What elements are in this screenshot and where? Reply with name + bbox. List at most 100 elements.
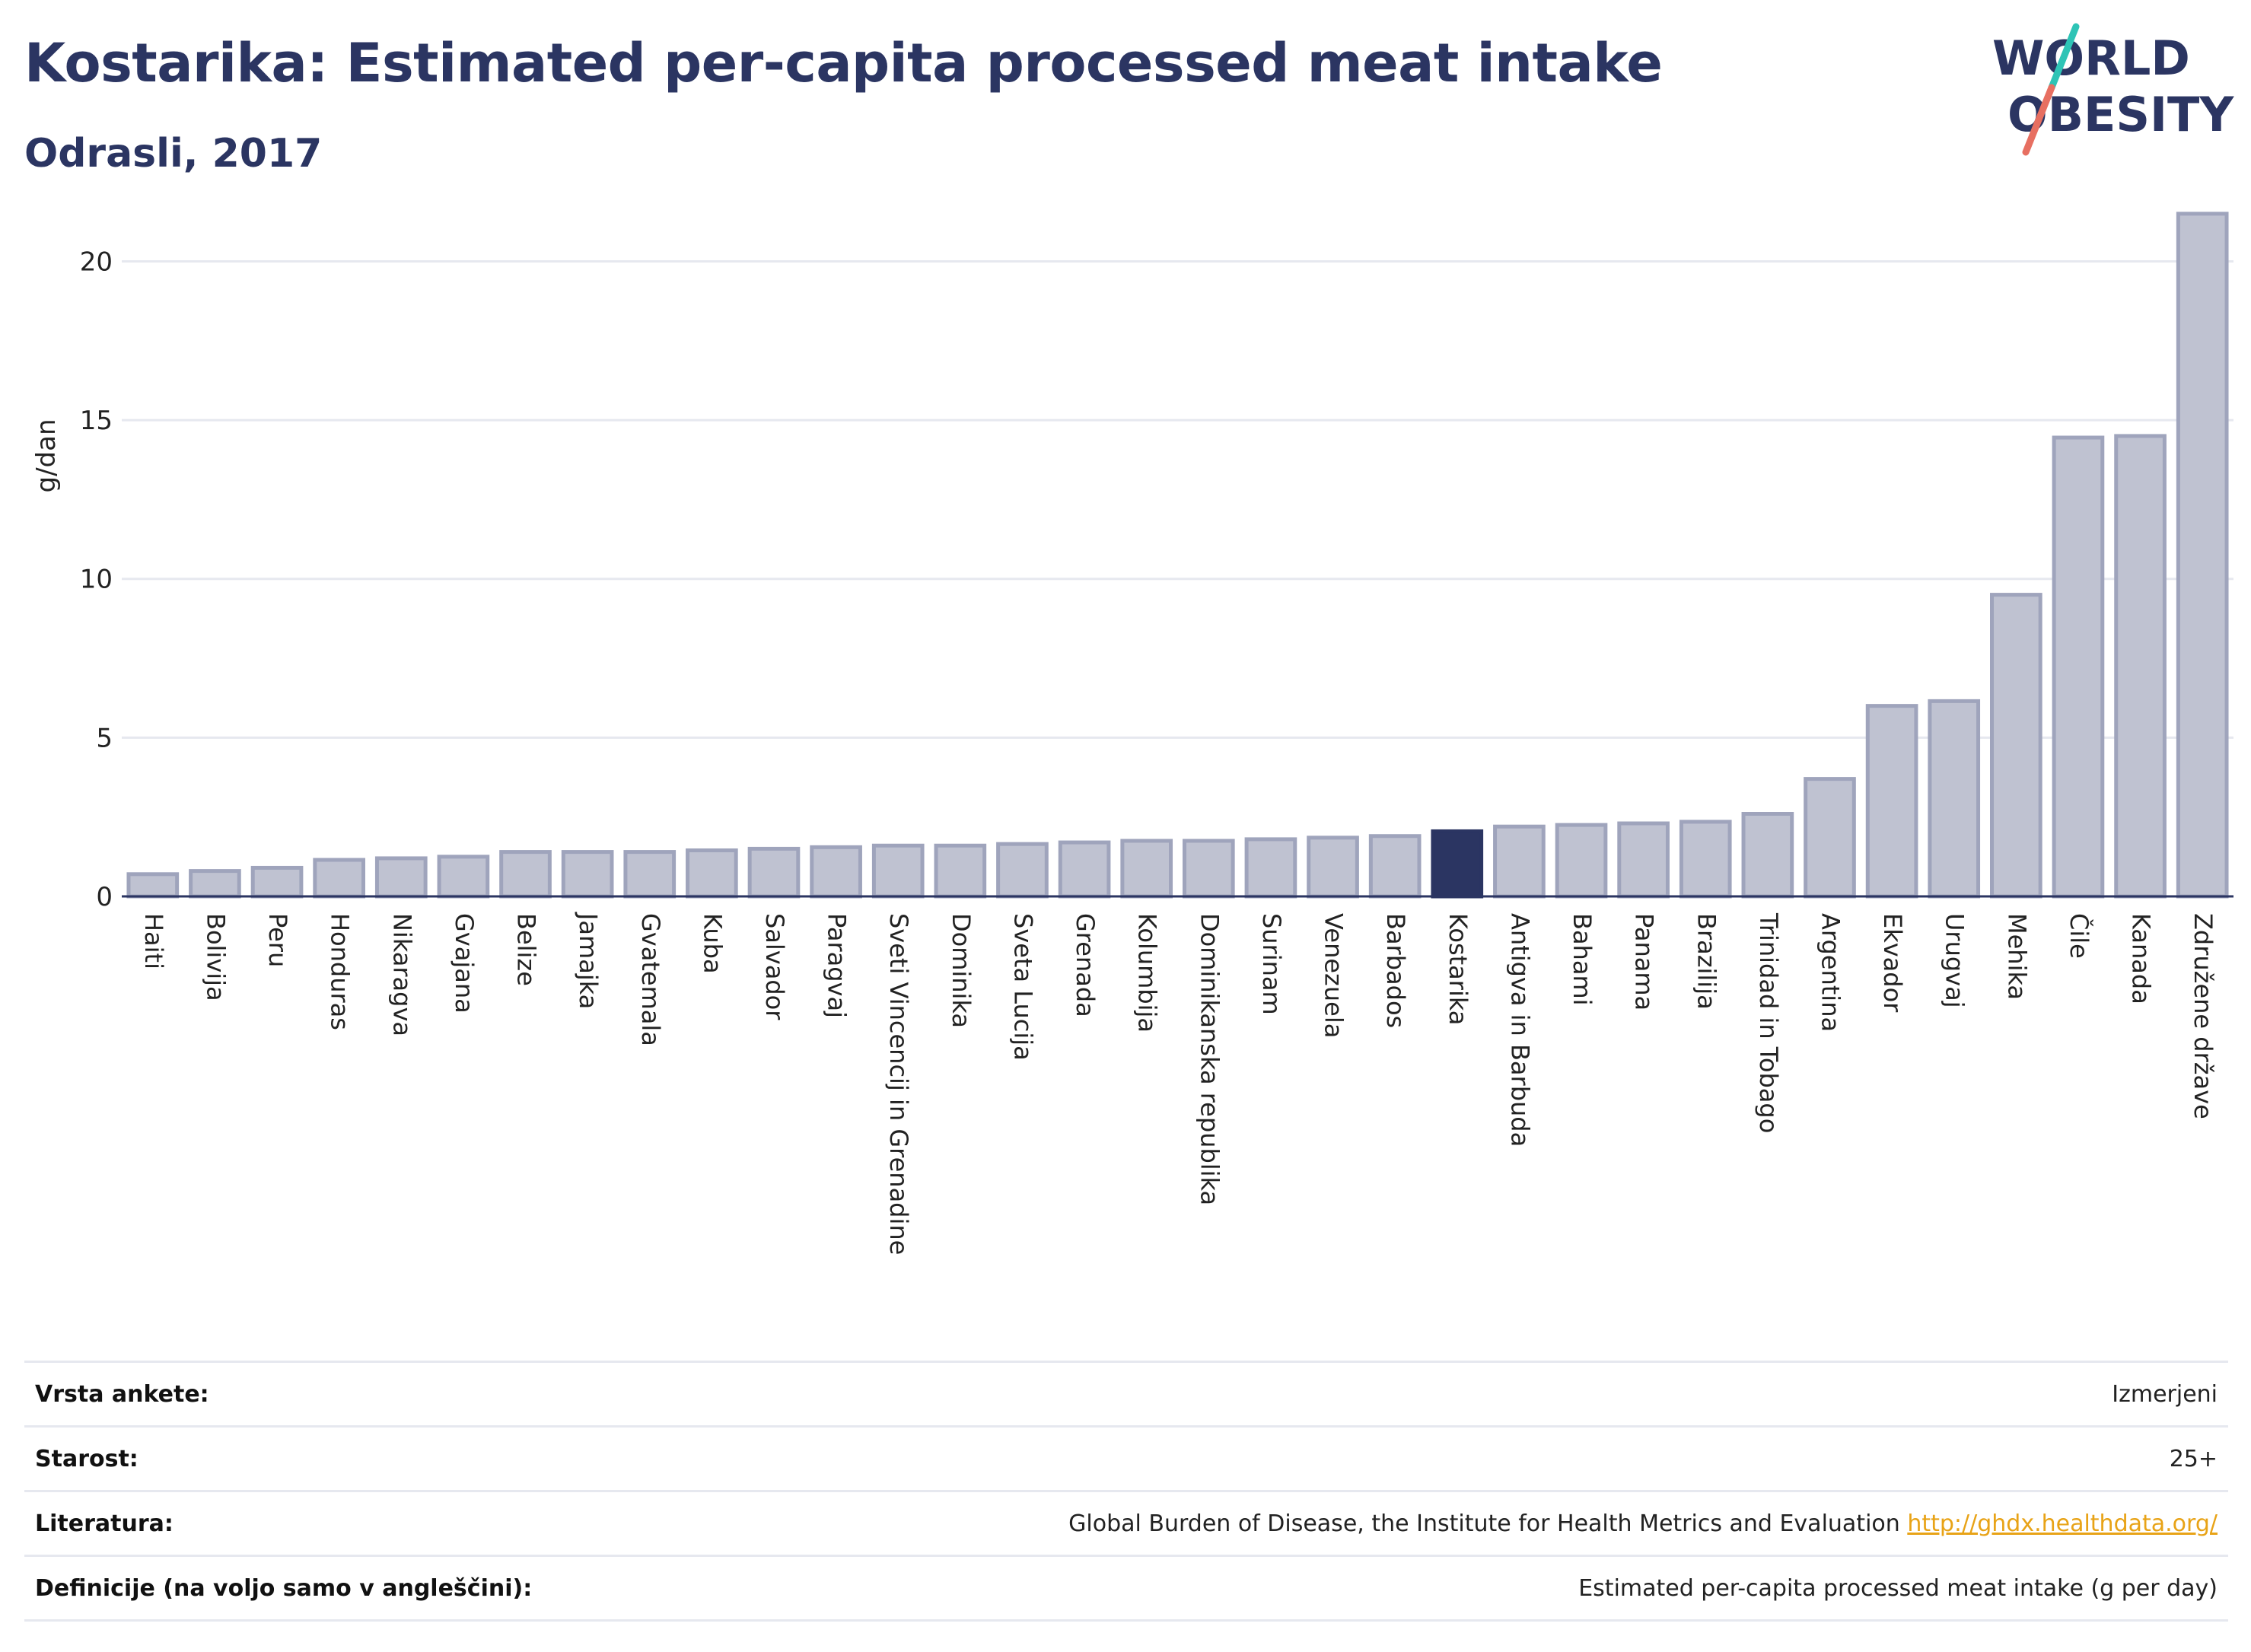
- bar[interactable]: [1182, 839, 1235, 899]
- metadata-value: Izmerjeni: [2112, 1381, 2228, 1408]
- bar[interactable]: [1058, 840, 1111, 899]
- x-tick-label: Kanada: [2127, 913, 2156, 1004]
- x-tick-label: Peru: [263, 913, 292, 967]
- y-tick-label: 0: [96, 882, 113, 912]
- bar[interactable]: [934, 843, 987, 899]
- y-tick-label: 15: [80, 406, 113, 436]
- bar[interactable]: [437, 855, 490, 899]
- metadata-label: Definicije (na voljo samo v angleščini):: [35, 1574, 533, 1602]
- metadata-row: Vrsta ankete: Izmerjeni: [24, 1361, 2228, 1425]
- bar[interactable]: [810, 845, 862, 899]
- x-tick-label: Venezuela: [1320, 913, 1348, 1038]
- chart-subtitle: Odrasli, 2017: [24, 131, 323, 177]
- x-tick-label: Belize: [512, 913, 541, 986]
- bar[interactable]: [1804, 777, 1856, 899]
- x-tick-label: Sveta Lucija: [1008, 913, 1037, 1061]
- x-tick-label: Nikaragva: [387, 913, 416, 1036]
- logo-slash-coral: [2022, 84, 2055, 156]
- bar[interactable]: [2176, 212, 2229, 899]
- bar[interactable]: [1368, 834, 1422, 899]
- metadata-value: Estimated per-capita processed meat inta…: [1578, 1575, 2228, 1602]
- x-tick-label: Kuba: [698, 913, 727, 974]
- y-axis-ticks: 0 5 10 15 20: [80, 247, 113, 912]
- bar[interactable]: [1493, 824, 1546, 899]
- chart-gridlines: [122, 259, 2233, 739]
- x-tick-label: Argentina: [1816, 913, 1845, 1032]
- x-tick-label: Gvajana: [450, 913, 479, 1014]
- bar[interactable]: [1307, 836, 1359, 899]
- metadata-value-text: Izmerjeni: [2112, 1380, 2218, 1408]
- bar[interactable]: [1555, 823, 1608, 899]
- x-tick-label: Združene države: [2189, 913, 2218, 1119]
- bar[interactable]: [996, 842, 1049, 899]
- bar[interactable]: [1679, 820, 1732, 899]
- metadata-label: Literatura:: [35, 1510, 174, 1537]
- source-link[interactable]: http://ghdx.healthdata.org/: [1907, 1510, 2218, 1537]
- y-tick-label: 5: [96, 723, 113, 753]
- bar[interactable]: [2114, 434, 2167, 899]
- metadata-value: 25+: [2170, 1446, 2228, 1472]
- x-tick-label: Bolivija: [201, 913, 230, 1001]
- bar[interactable]: [1928, 699, 1981, 899]
- bar[interactable]: [1990, 593, 2042, 899]
- bar[interactable]: [313, 858, 365, 899]
- logo-slash-teal: [2048, 23, 2080, 91]
- x-tick-label: Kolumbija: [1133, 913, 1162, 1033]
- x-tick-label: Barbados: [1381, 913, 1410, 1028]
- bar[interactable]: [1244, 837, 1297, 899]
- x-tick-label: Paragvaj: [823, 913, 852, 1018]
- metadata-value: Global Burden of Disease, the Institute …: [1068, 1510, 2228, 1537]
- bar[interactable]: [1741, 812, 1794, 899]
- bar[interactable]: [686, 848, 738, 899]
- x-tick-label: Jamajka: [574, 912, 603, 1009]
- bar[interactable]: [1617, 821, 1670, 899]
- bar[interactable]: [189, 869, 241, 899]
- bar[interactable]: [561, 850, 614, 899]
- x-tick-label: Antigva in Barbuda: [1505, 913, 1534, 1147]
- x-tick-label: Bahami: [1568, 913, 1597, 1006]
- x-tick-label: Brazilija: [1692, 913, 1721, 1010]
- bar[interactable]: [1120, 839, 1173, 899]
- metadata-value-text: Estimated per-capita processed meat inta…: [1578, 1574, 2218, 1602]
- metadata-label: Starost:: [35, 1445, 138, 1472]
- x-tick-label: Gvatemala: [636, 913, 665, 1046]
- bar[interactable]: [747, 846, 801, 899]
- x-tick-label: Dominikanska republika: [1195, 913, 1224, 1205]
- bar[interactable]: [126, 872, 180, 899]
- bar[interactable]: [499, 850, 552, 899]
- x-tick-label: Trinidad in Tobago: [1754, 912, 1783, 1133]
- chart-title: Kostarika: Estimated per-capita processe…: [24, 32, 1663, 94]
- bar[interactable]: [1865, 704, 1918, 899]
- y-axis-label: g/dan: [31, 419, 62, 492]
- x-tick-label: Salvador: [760, 913, 789, 1020]
- x-tick-label: Sveti Vincencij in Grenadine: [884, 913, 913, 1255]
- metadata-value-text: Global Burden of Disease, the Institute …: [1068, 1510, 1908, 1537]
- metadata-label: Vrsta ankete:: [35, 1380, 209, 1408]
- x-tick-label: Čile: [2065, 913, 2094, 959]
- bar[interactable]: [2052, 435, 2105, 899]
- y-tick-label: 10: [80, 565, 113, 595]
- x-axis-labels: Haiti Bolivija Peru Honduras Nikaragva Gvajan…: [139, 912, 2218, 1255]
- x-tick-label: Ekvador: [1878, 913, 1907, 1013]
- metadata-row: Literatura: Global Burden of Disease, the…: [24, 1490, 2228, 1555]
- x-tick-label: Dominika: [947, 913, 976, 1028]
- metadata-row: Starost: 25+: [24, 1425, 2228, 1490]
- x-tick-label: Panama: [1630, 913, 1659, 1011]
- bar-chart: 0 5 10 15 20 Haiti Bolivija Peru Honduras Nikara…: [31, 212, 2233, 1255]
- x-tick-label: Urugvaj: [1941, 913, 1969, 1008]
- world-obesity-logo: WORLD OBESITY: [1992, 23, 2234, 156]
- bar[interactable]: [623, 850, 677, 899]
- x-tick-label: Haiti: [139, 913, 168, 969]
- bar[interactable]: [374, 856, 428, 899]
- y-tick-label: 20: [80, 247, 113, 277]
- metadata-table: Vrsta ankete: Izmerjeni Starost: 25+ Literat…: [24, 1361, 2228, 1622]
- x-tick-label: Surinam: [1257, 913, 1286, 1015]
- chart-bars: [126, 212, 2229, 899]
- logo-text-world: WORLD: [1992, 30, 2190, 86]
- x-tick-label: Mehika: [2002, 913, 2031, 1000]
- metadata-row: Definicije (na voljo samo v angleščini):…: [24, 1555, 2228, 1622]
- x-tick-label: Honduras: [326, 913, 355, 1030]
- bar[interactable]: [871, 843, 925, 899]
- bar-highlighted[interactable]: [1431, 829, 1484, 899]
- bar[interactable]: [250, 865, 304, 899]
